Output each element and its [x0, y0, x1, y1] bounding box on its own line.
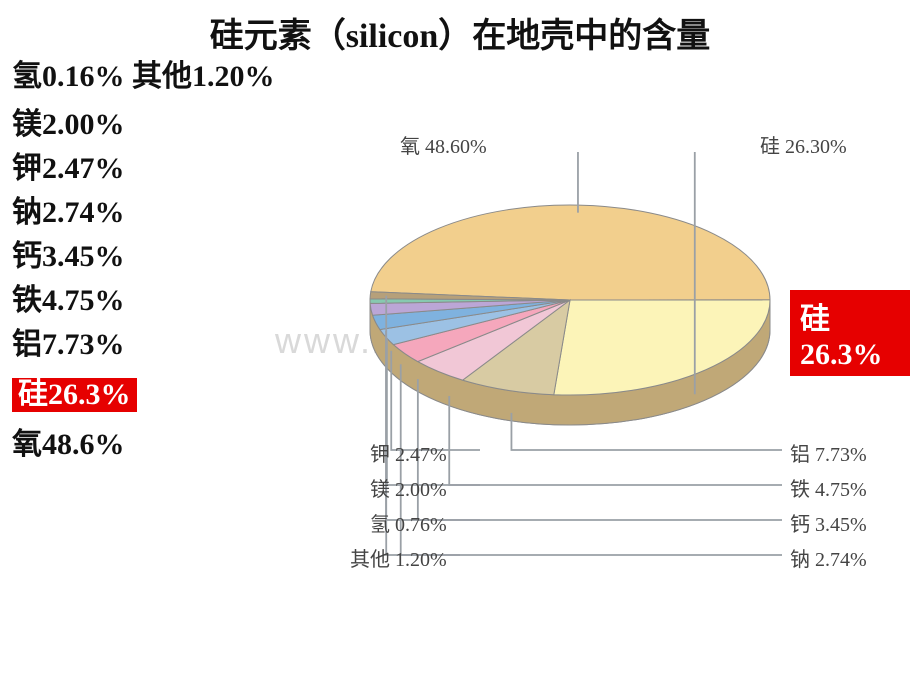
- element-list-row: 硅26.3%: [12, 378, 275, 412]
- silicon-highlight-callout: 硅26.3%: [790, 290, 910, 376]
- element-list-row: 钙3.45%: [12, 242, 275, 272]
- element-list: 氢0.16% 其他1.20% 镁2.00% 钾2.47% 钠2.74% 钙3.45% 铁4…: [12, 62, 275, 474]
- page-title: 硅元素（silicon）在地壳中的含量: [0, 8, 920, 57]
- pie-label-magnesium: 镁 2.00%: [370, 473, 447, 502]
- element-list-row: 氧48.6%: [12, 430, 275, 460]
- element-list-row: 铁4.75%: [12, 286, 275, 316]
- element-list-row: 镁2.00%: [12, 110, 275, 140]
- pie-label-other: 其他 1.20%: [350, 543, 447, 572]
- element-list-row: 氢0.16% 其他1.20%: [12, 62, 275, 92]
- element-list-row: 钾2.47%: [12, 154, 275, 184]
- element-list-row: 钠2.74%: [12, 198, 275, 228]
- pie-label-calcium: 钙 3.45%: [790, 508, 867, 537]
- element-list-row: 铝7.73%: [12, 330, 275, 360]
- pie-slice-oxygen: [371, 205, 770, 300]
- pie-label-iron: 铁 4.75%: [790, 473, 867, 502]
- pie-label-silicon: 硅 26.30%: [760, 130, 847, 159]
- pie-chart-area: 硅26.3% 氧 48.60% 硅 26.30% 钾 2.47% 镁 2.00% 氢 0…: [250, 90, 910, 650]
- pie-label-oxygen: 氧 48.60%: [400, 130, 487, 159]
- silicon-highlight-left: 硅26.3%: [12, 378, 137, 412]
- pie-label-aluminum: 铝 7.73%: [790, 438, 867, 467]
- pie-label-hydrogen: 氢 0.76%: [370, 508, 447, 537]
- pie-label-sodium: 钠 2.74%: [790, 543, 867, 572]
- pie-label-potassium: 钾 2.47%: [370, 438, 447, 467]
